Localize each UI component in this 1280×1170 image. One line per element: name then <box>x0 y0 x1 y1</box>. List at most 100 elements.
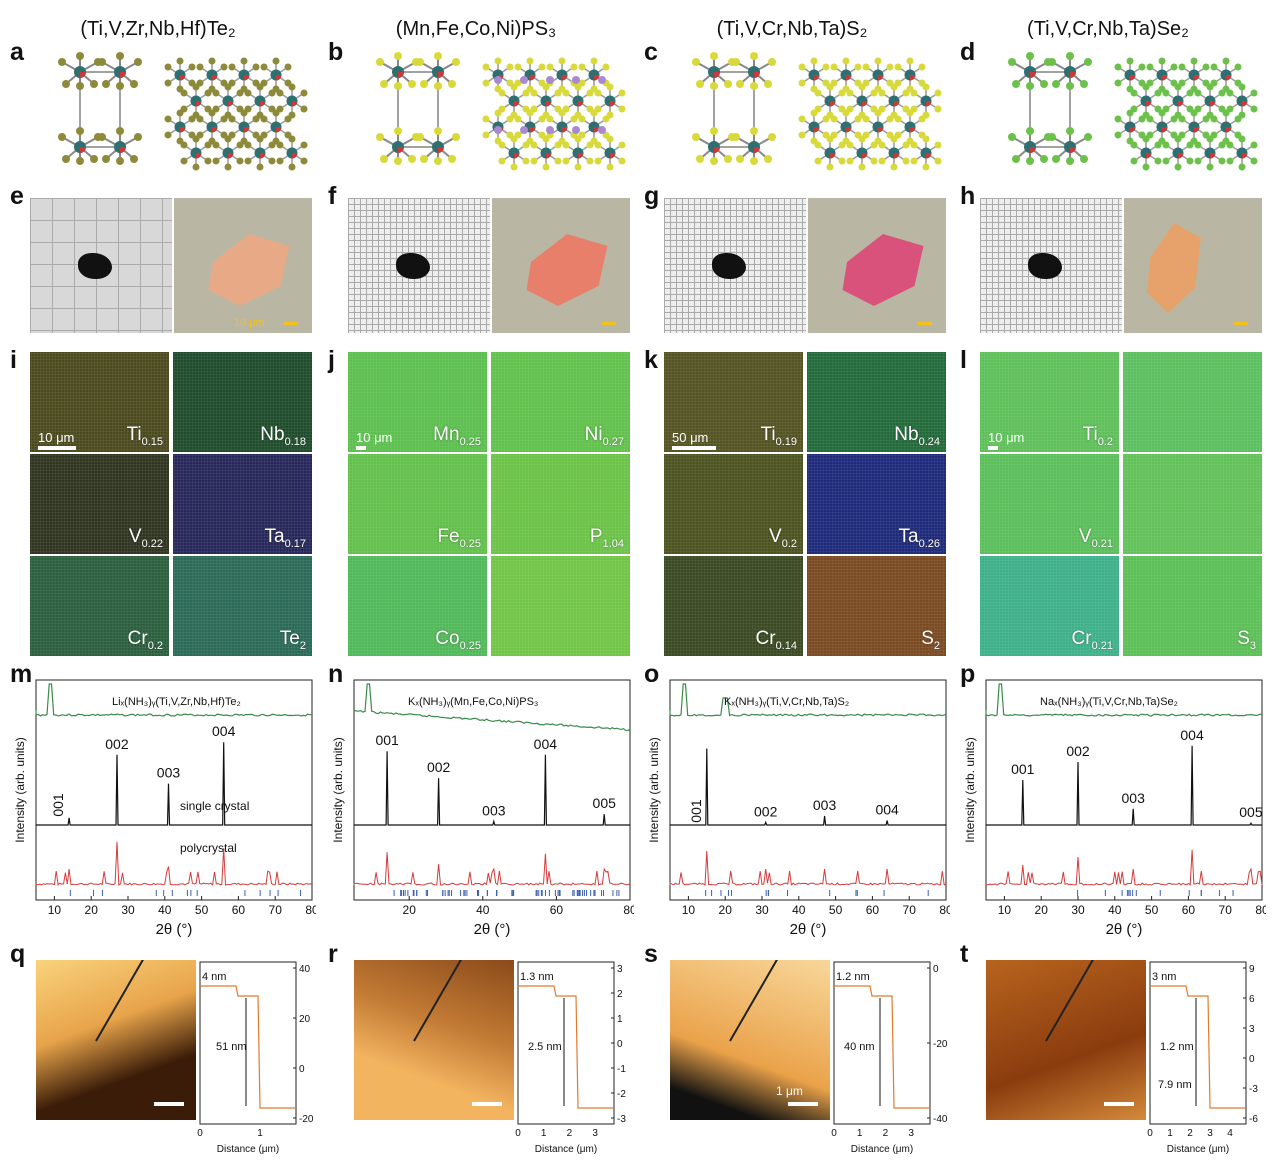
x-tick-label: 30 <box>121 903 135 917</box>
afm-x-axis-label: Distance (μm) <box>535 1144 597 1155</box>
eds-scale-bar: 10 μm <box>38 430 76 450</box>
xrd-chart: Kₓ(NH₃)ᵧ(Ti,V,Cr,Nb,Ta)S₂ 001 002 003 004 10 2… <box>647 679 950 938</box>
element-symbol: P <box>589 526 603 548</box>
x-tick-label: 30 <box>1071 903 1085 917</box>
single-crystal-label: single crystal <box>180 799 249 813</box>
microscope-photo <box>1124 198 1262 333</box>
element-symbol: Ni <box>584 424 603 446</box>
panel-label-g: g <box>644 182 660 210</box>
element-label: S3 <box>1237 628 1256 652</box>
element-ratio: 0.25 <box>459 436 481 448</box>
grid-paper-photo <box>30 198 172 333</box>
xrd-chart: Kₓ(NH₃)ᵧ(Mn,Fe,Co,Ni)PS₃ 001 002 003 004 005 2… <box>331 679 634 938</box>
afm-scale-bar <box>788 1102 818 1106</box>
afm-scale-label: 1 μm <box>776 1084 803 1098</box>
afm-y-tick: -40 <box>933 1114 948 1125</box>
peak-label: 001 <box>50 793 66 817</box>
eds-map-tile: Cr0.21 <box>980 556 1119 656</box>
element-symbol: Ta <box>898 526 919 548</box>
exfoliated-flake <box>526 234 608 306</box>
photo-scale-bar <box>602 322 616 325</box>
microscope-photo: 10 μm <box>174 198 312 333</box>
afm-image <box>354 960 514 1120</box>
x-tick-label: 20 <box>85 903 99 917</box>
afm-height-profile: 9 6 3 0 -3 -6 0 1 2 3 4 Distance (μm) 3 nm 1.2 nm 7.9 … <box>1147 961 1258 1155</box>
lattice-projection <box>164 57 308 171</box>
x-tick-label: 70 <box>903 903 917 917</box>
title-text: (Ti,V,Cr,Nb,Ta)Se₂ <box>1027 18 1189 40</box>
element-symbol: V <box>1078 526 1092 548</box>
afm-x-tick: 0 <box>197 1128 203 1139</box>
x-tick-label: 10 <box>998 903 1012 917</box>
lattice-projection <box>482 57 626 171</box>
element-label: Co0.25 <box>435 628 481 652</box>
polycrystal-label: polycrystal <box>180 841 237 855</box>
column-2: (Mn,Fe,Co,Ni)PS₃ b f j n r Mn0.25 Ni0.27 Fe0.25 P… <box>318 0 634 1170</box>
crystal-structure <box>376 52 626 171</box>
element-symbol: V <box>769 526 782 548</box>
panel-label-c: c <box>644 38 658 66</box>
element-ratio: 0.27 <box>602 436 624 448</box>
element-label: S2 <box>921 628 940 652</box>
grid-paper-photo <box>348 198 490 333</box>
polycrystal-trace <box>353 852 631 886</box>
eds-map-tile: Mn0.25 <box>348 352 487 452</box>
element-label: P1.04 <box>590 526 624 550</box>
afm-scale-bar <box>472 1102 502 1106</box>
panel-label-q: q <box>10 940 26 968</box>
afm-x-axis-label: Distance (μm) <box>217 1144 279 1155</box>
peak-label: 003 <box>482 802 506 818</box>
x-tick-label: 40 <box>158 903 172 917</box>
peak-label: 002 <box>427 759 451 775</box>
peak-label: 004 <box>1180 727 1204 743</box>
afm-x-tick: 2 <box>1187 1128 1193 1139</box>
peak-label: 003 <box>157 765 181 781</box>
xrd-y-axis-label: Intensity (arb. units) <box>331 737 345 842</box>
element-ratio: 0.2 <box>147 640 163 652</box>
afm-y-tick: 0 <box>299 1064 305 1075</box>
element-ratio: 0.17 <box>284 538 306 550</box>
x-tick-label: 30 <box>755 903 769 917</box>
panel-label-a: a <box>10 38 24 66</box>
crystal-flake <box>396 253 430 279</box>
unit-cell-metal-atom <box>692 52 736 90</box>
element-label: Ta0.17 <box>265 526 307 550</box>
eds-scale-label: 10 μm <box>38 430 75 445</box>
afm-y-tick: 2 <box>617 989 623 1000</box>
x-tick-label: 70 <box>1219 903 1233 917</box>
panel-label-b: b <box>328 38 344 66</box>
eds-map-tile: Cr0.2 <box>30 556 169 656</box>
xrd-x-axis-label: 2θ (°) <box>474 921 511 938</box>
element-ratio: 0.22 <box>141 538 163 550</box>
element-ratio: 0.25 <box>459 538 481 550</box>
afm-y-tick: -2 <box>617 1089 626 1100</box>
eds-map-tile <box>491 556 630 656</box>
afm-y-tick: 3 <box>617 964 623 975</box>
eds-map-tile: V0.2 <box>664 454 803 554</box>
element-label: Cr0.21 <box>1072 628 1113 652</box>
column-title: (Ti,V,Cr,Nb,Ta)S₂ <box>634 18 950 41</box>
element-label: Ti0.2 <box>1083 424 1113 448</box>
eds-map-tile: S3 <box>1123 556 1262 656</box>
grid-paper-photo <box>664 198 806 333</box>
panel-label-l: l <box>960 346 967 374</box>
profile-line <box>1045 960 1102 1042</box>
intercalated-trace <box>35 683 313 717</box>
element-ratio: 0.2 <box>1097 436 1113 448</box>
step-height-label: 1.2 nm <box>836 971 870 983</box>
peak-label: 005 <box>1239 804 1263 820</box>
afm-y-tick: 0 <box>1249 1054 1255 1065</box>
eds-scale-bar: 10 μm <box>988 430 1024 450</box>
column-1: (Ti,V,Zr,Nb,Hf)Te₂ a e i m q 10 μm Ti0.15 Nb0.18… <box>0 0 316 1170</box>
afm-y-tick: 0 <box>933 964 939 975</box>
photo-scale-label: 10 μm <box>234 317 265 329</box>
afm-x-tick: 3 <box>1207 1128 1213 1139</box>
x-tick-label: 80 <box>939 903 950 917</box>
peak-label: 001 <box>688 799 704 823</box>
x-tick-label: 80 <box>1255 903 1266 917</box>
column-title: (Mn,Fe,Co,Ni)PS₃ <box>318 18 634 41</box>
xrd-y-axis-label: Intensity (arb. units) <box>13 737 27 842</box>
afm-x-axis-label: Distance (μm) <box>851 1144 913 1155</box>
element-label: Ni0.27 <box>585 424 624 448</box>
x-tick-label: 50 <box>195 903 209 917</box>
